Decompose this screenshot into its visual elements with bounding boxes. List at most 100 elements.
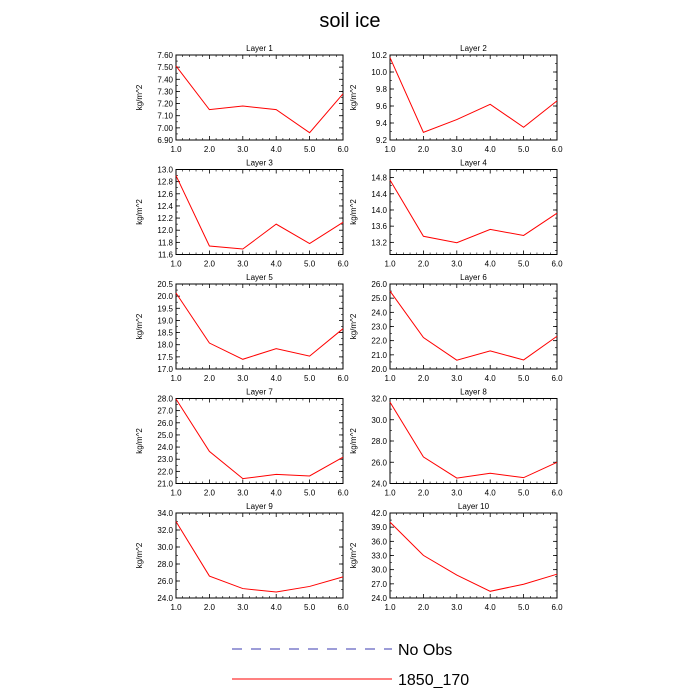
series-line [175,521,344,593]
y-tick-label: 24.0 [371,594,387,603]
y-tick-label: 7.00 [157,124,173,133]
y-tick-label: 23.0 [371,323,387,332]
y-axis-label: kg/m^2 [349,313,358,339]
x-tick-label: 5.0 [518,374,530,383]
y-tick-label: 12.6 [157,190,173,199]
y-tick-label: 39.0 [371,523,387,532]
x-tick-label: 3.0 [237,374,249,383]
x-tick-label: 2.0 [418,260,430,269]
x-tick-label: 6.0 [551,603,563,612]
y-axis-label: kg/m^2 [135,313,144,339]
y-tick-label: 36.0 [371,537,387,546]
y-tick-label: 12.4 [157,202,173,211]
y-tick-label: 9.6 [376,102,388,111]
x-tick-label: 6.0 [337,260,349,269]
x-tick-label: 4.0 [485,603,497,612]
x-tick-label: 5.0 [518,260,530,269]
y-tick-label: 12.0 [157,226,173,235]
y-tick-label: 30.0 [371,566,387,575]
y-tick-label: 6.90 [157,136,173,145]
x-tick-label: 4.0 [485,374,497,383]
y-axis-label: kg/m^2 [349,542,358,568]
y-axis-label: kg/m^2 [135,199,144,225]
y-tick-label: 22.0 [157,467,173,476]
x-tick-label: 3.0 [237,603,249,612]
chart-panel-4: Layer 4 kg/m^2 1.0 2.0 3.0 4.0 5.0 6.0 13.2 13.6 1… [349,159,563,269]
panel-title: Layer 5 [246,273,273,282]
x-tick-label: 6.0 [337,374,349,383]
y-tick-label: 24.0 [157,443,173,452]
x-tick-label: 3.0 [451,489,463,498]
x-tick-label: 1.0 [384,374,396,383]
y-axis-label: kg/m^2 [135,84,144,110]
y-tick-label: 27.0 [371,580,387,589]
y-tick-label: 21.0 [371,351,387,360]
y-axis-label: kg/m^2 [135,428,144,454]
y-tick-label: 11.6 [158,251,174,260]
x-tick-label: 5.0 [518,603,530,612]
x-tick-label: 2.0 [418,603,430,612]
x-tick-label: 3.0 [237,260,249,269]
y-tick-label: 30.0 [157,543,173,552]
x-tick-label: 1.0 [170,489,182,498]
x-tick-label: 5.0 [304,145,316,154]
series-line [175,175,344,250]
x-tick-label: 5.0 [304,603,316,612]
y-tick-label: 11.8 [158,238,174,247]
x-tick-label: 4.0 [271,260,283,269]
chart-panel-5: Layer 5 kg/m^2 1.0 2.0 3.0 4.0 5.0 6.0 17.0 17.5 1… [135,273,349,383]
y-tick-label: 26.0 [371,458,387,467]
x-tick-label: 4.0 [271,603,283,612]
x-tick-label: 2.0 [418,489,430,498]
y-tick-label: 21.0 [157,480,173,489]
y-tick-label: 9.2 [376,136,388,145]
plot-frame [389,169,558,255]
chart-panel-9: Layer 9 kg/m^2 1.0 2.0 3.0 4.0 5.0 6.0 24.0 26.0 2… [135,502,349,612]
y-tick-label: 12.8 [157,178,173,187]
y-tick-label: 23.0 [157,455,173,464]
x-tick-label: 5.0 [304,260,316,269]
x-tick-label: 1.0 [384,603,396,612]
x-tick-label: 1.0 [170,603,182,612]
y-tick-label: 28.0 [371,437,387,446]
x-tick-label: 2.0 [204,145,216,154]
x-tick-label: 6.0 [551,489,563,498]
x-tick-label: 4.0 [485,145,497,154]
chart-panel-7: Layer 7 kg/m^2 1.0 2.0 3.0 4.0 5.0 6.0 21.0 22.0 2… [135,388,349,498]
chart-panel-8: Layer 8 kg/m^2 1.0 2.0 3.0 4.0 5.0 6.0 24.0 26.0 2… [349,388,563,498]
legend-label: No Obs [398,642,452,659]
y-tick-label: 14.0 [371,206,387,215]
x-tick-label: 2.0 [204,374,216,383]
y-tick-label: 7.20 [157,100,173,109]
panel-title: Layer 3 [246,159,273,168]
y-tick-label: 12.2 [157,214,173,223]
y-tick-label: 26.0 [371,280,387,289]
y-axis-label: kg/m^2 [349,428,358,454]
legend-entry: No Obs [232,642,452,659]
y-tick-label: 13.6 [371,222,387,231]
y-tick-label: 25.0 [371,294,387,303]
y-tick-label: 13.0 [157,166,173,175]
y-tick-label: 13.2 [371,238,387,247]
y-tick-label: 42.0 [371,509,387,518]
y-tick-label: 9.4 [376,119,388,128]
y-tick-label: 7.10 [157,112,173,121]
x-tick-label: 1.0 [384,260,396,269]
series-line [389,179,558,244]
y-axis-label: kg/m^2 [349,84,358,110]
y-tick-label: 24.0 [157,594,173,603]
y-tick-label: 20.0 [371,365,387,374]
x-tick-label: 5.0 [518,145,530,154]
y-tick-label: 18.5 [157,329,173,338]
y-tick-label: 14.8 [371,174,387,183]
x-tick-label: 3.0 [451,260,463,269]
chart-panel-1: Layer 1 kg/m^2 1.0 2.0 3.0 4.0 5.0 6.0 6.90 7.00 7… [135,44,349,154]
x-tick-label: 2.0 [204,603,216,612]
panel-title: Layer 4 [460,159,487,168]
y-tick-label: 27.0 [157,407,173,416]
chart-panel-3: Layer 3 kg/m^2 1.0 2.0 3.0 4.0 5.0 6.0 11.6 11.8 1… [135,159,349,269]
legend-label: 1850_170 [398,672,469,689]
x-tick-label: 2.0 [204,489,216,498]
x-tick-label: 4.0 [271,489,283,498]
